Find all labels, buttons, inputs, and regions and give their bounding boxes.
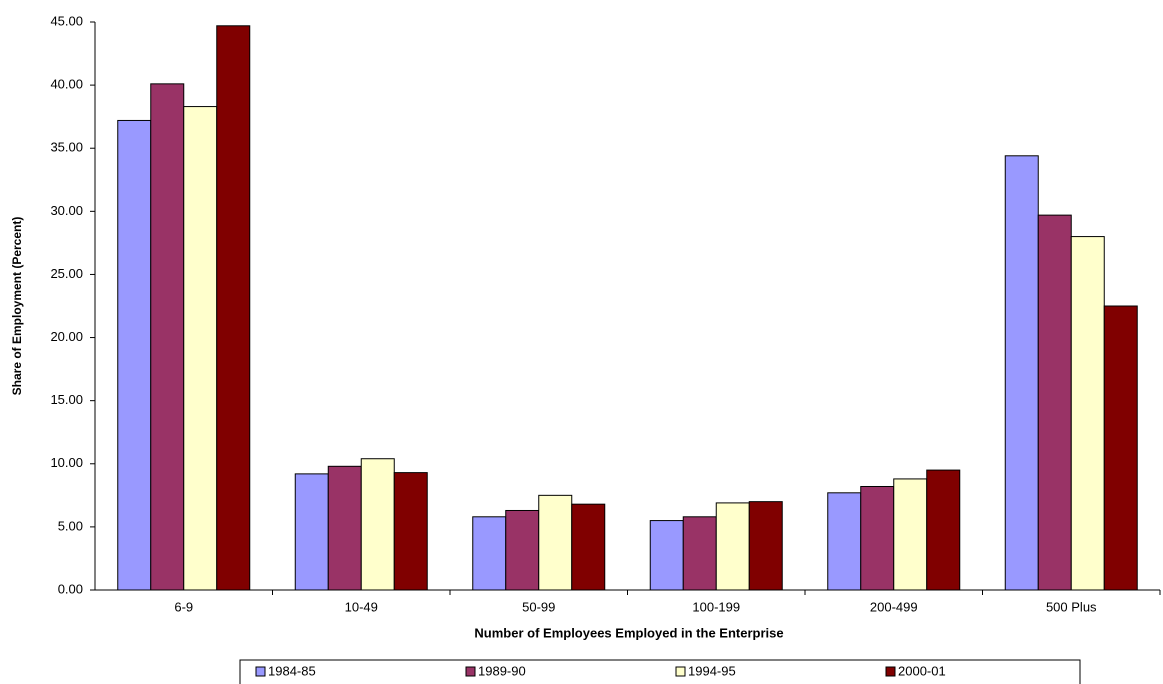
- y-tick-label: 15.00: [50, 392, 83, 407]
- x-tick-label: 100-199: [692, 599, 740, 614]
- bar: [571, 503, 606, 591]
- bar: [682, 516, 717, 591]
- x-axis-title: Number of Employees Employed in the Ente…: [474, 625, 783, 640]
- y-axis-title: Share of Employment (Percent): [10, 217, 24, 396]
- bar: [893, 478, 928, 591]
- legend-label: 1984-85: [268, 663, 316, 678]
- bar: [327, 465, 362, 591]
- y-tick-label: 10.00: [50, 455, 83, 470]
- legend-label: 2000-01: [898, 663, 946, 678]
- bar: [649, 520, 684, 591]
- bar: [505, 509, 540, 591]
- bar: [183, 106, 218, 591]
- legend-box: [239, 659, 1081, 684]
- y-tick-label: 45.00: [50, 13, 83, 28]
- x-tick-label: 50-99: [522, 599, 555, 614]
- bar: [1004, 155, 1039, 591]
- legend-label: 1989-90: [478, 663, 526, 678]
- y-tick-label: 5.00: [58, 518, 83, 533]
- bar: [1070, 236, 1105, 591]
- bar: [216, 25, 251, 591]
- legend-swatch: [465, 666, 476, 677]
- bar: [360, 458, 395, 591]
- bar: [715, 502, 750, 591]
- x-tick-label: 500 Plus: [1046, 599, 1097, 614]
- y-tick-label: 0.00: [58, 581, 83, 596]
- bar: [926, 469, 961, 591]
- legend-swatch: [255, 666, 266, 677]
- bar: [472, 516, 507, 591]
- legend-swatch: [885, 666, 896, 677]
- bar: [860, 485, 895, 591]
- bar: [1103, 305, 1138, 591]
- y-tick-label: 30.00: [50, 203, 83, 218]
- legend-swatch: [675, 666, 686, 677]
- x-tick-label: 200-499: [870, 599, 918, 614]
- bar: [150, 83, 185, 591]
- bar: [538, 494, 573, 591]
- bar: [393, 472, 428, 591]
- bar: [117, 119, 152, 591]
- bar: [827, 492, 862, 591]
- bar: [1037, 214, 1072, 591]
- x-tick-label: 6-9: [174, 599, 193, 614]
- y-tick-label: 35.00: [50, 140, 83, 155]
- bar: [748, 501, 783, 591]
- bar: [294, 473, 329, 591]
- y-tick-label: 40.00: [50, 77, 83, 92]
- x-tick-label: 10-49: [345, 599, 378, 614]
- y-tick-label: 25.00: [50, 266, 83, 281]
- legend-label: 1994-95: [688, 663, 736, 678]
- y-tick-label: 20.00: [50, 329, 83, 344]
